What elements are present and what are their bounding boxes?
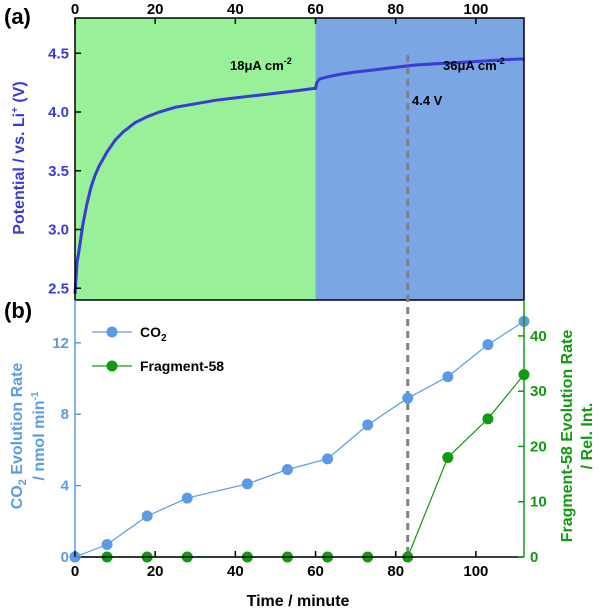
annotation-4-4v: 4.4 V xyxy=(412,93,443,108)
panel-b-x-tick-label: 60 xyxy=(307,563,324,580)
panel-b-x-axis-title: Time / minute xyxy=(247,593,350,610)
co2-point xyxy=(181,492,193,504)
panel-a-x-tick-label: 100 xyxy=(463,1,488,18)
panel-a-x-tick-label: 60 xyxy=(307,1,324,18)
region-blue-label: 36μA cm-2 xyxy=(443,56,505,73)
fragment58-point xyxy=(442,452,454,464)
panel-b-right-tick-label: 30 xyxy=(530,383,547,400)
co2-point xyxy=(322,453,334,465)
panel-b-left-axis-title: CO2 Evolution Rate xyxy=(9,363,29,510)
co2-line xyxy=(74,320,525,558)
panel-b-right-tick-label: 10 xyxy=(530,494,547,511)
panel-b-right-tick-label: 40 xyxy=(530,328,547,345)
panel-a-y-tick-label: 3.0 xyxy=(48,222,69,239)
panel-b-ticks: 0 20 40 60 80 100 0 4 8 12 0 10 20 30 40 xyxy=(52,328,546,580)
panel-b-left-axis-units: / nmol min-1 xyxy=(30,391,48,480)
co2-point xyxy=(241,478,253,490)
region-green-label: 18μA cm-2 xyxy=(230,56,292,73)
panel-a-green-region xyxy=(75,18,316,300)
potential-line xyxy=(73,57,524,295)
panel-a-ticks: 0 20 40 60 80 100 2.5 3.0 3.5 4.0 4.5 xyxy=(48,1,488,297)
panel-b-x-tick-label: 100 xyxy=(463,563,488,580)
panel-a-y-tick-label: 4.5 xyxy=(48,45,69,62)
panel-a-x-tick-label: 40 xyxy=(227,1,244,18)
panel-b-right-tick-label: 0 xyxy=(530,549,538,566)
panel-a-label: (a) xyxy=(4,4,31,29)
panel-b-right-axis-units: / Rel. Int. xyxy=(579,403,596,470)
panel-b-x-tick-label: 80 xyxy=(387,563,404,580)
panel-b-right-axis-title: Fragment-58 Evolution Rate xyxy=(559,330,576,543)
panel-b-x-tick-label: 20 xyxy=(147,563,164,580)
legend: CO2 Fragment-58 xyxy=(92,324,224,374)
co2-point xyxy=(402,392,414,404)
co2-point xyxy=(442,371,454,383)
panel-a-x-tick-label: 0 xyxy=(71,1,79,18)
panel-a-x-tick-label: 80 xyxy=(387,1,404,18)
panel-a-y-tick-label: 4.0 xyxy=(48,104,69,121)
legend-fragment58-marker xyxy=(106,360,118,372)
panel-b-x-tick-label: 40 xyxy=(227,563,244,580)
panel-a-y-tick-label: 2.5 xyxy=(48,280,69,297)
co2-point xyxy=(362,419,374,431)
panel-a-x-tick-label: 20 xyxy=(147,1,164,18)
co2-point xyxy=(141,510,153,522)
co2-point xyxy=(101,539,113,551)
legend-fragment58-label: Fragment-58 xyxy=(140,358,224,374)
co2-point xyxy=(482,339,494,351)
panel-a-frame xyxy=(74,17,525,301)
panel-a: 0 20 40 60 80 100 2.5 3.0 3.5 4.0 4.5 (a) 18μA cm-… xyxy=(4,1,525,301)
panel-b-left-tick-label: 4 xyxy=(61,478,70,495)
panel-b-left-tick-label: 12 xyxy=(52,335,69,352)
co2-point xyxy=(281,464,293,476)
panel-a-y-axis-title: Potential / vs. Li+ (V) xyxy=(10,81,28,234)
panel-b: 0 20 40 60 80 100 0 4 8 12 0 10 20 30 40 (b) CO2 Fragm… xyxy=(4,55,596,610)
panel-b-label: (b) xyxy=(4,298,32,323)
panel-b-right-tick-label: 20 xyxy=(530,438,547,455)
legend-co2-label: CO2 xyxy=(140,324,167,344)
fragment58-point xyxy=(482,413,494,425)
legend-co2-marker xyxy=(106,326,118,338)
panel-b-x-tick-label: 0 xyxy=(71,563,79,580)
panel-b-left-tick-label: 8 xyxy=(61,406,69,423)
panel-b-left-tick-label: 0 xyxy=(61,549,69,566)
panel-a-y-tick-label: 3.5 xyxy=(48,163,69,180)
